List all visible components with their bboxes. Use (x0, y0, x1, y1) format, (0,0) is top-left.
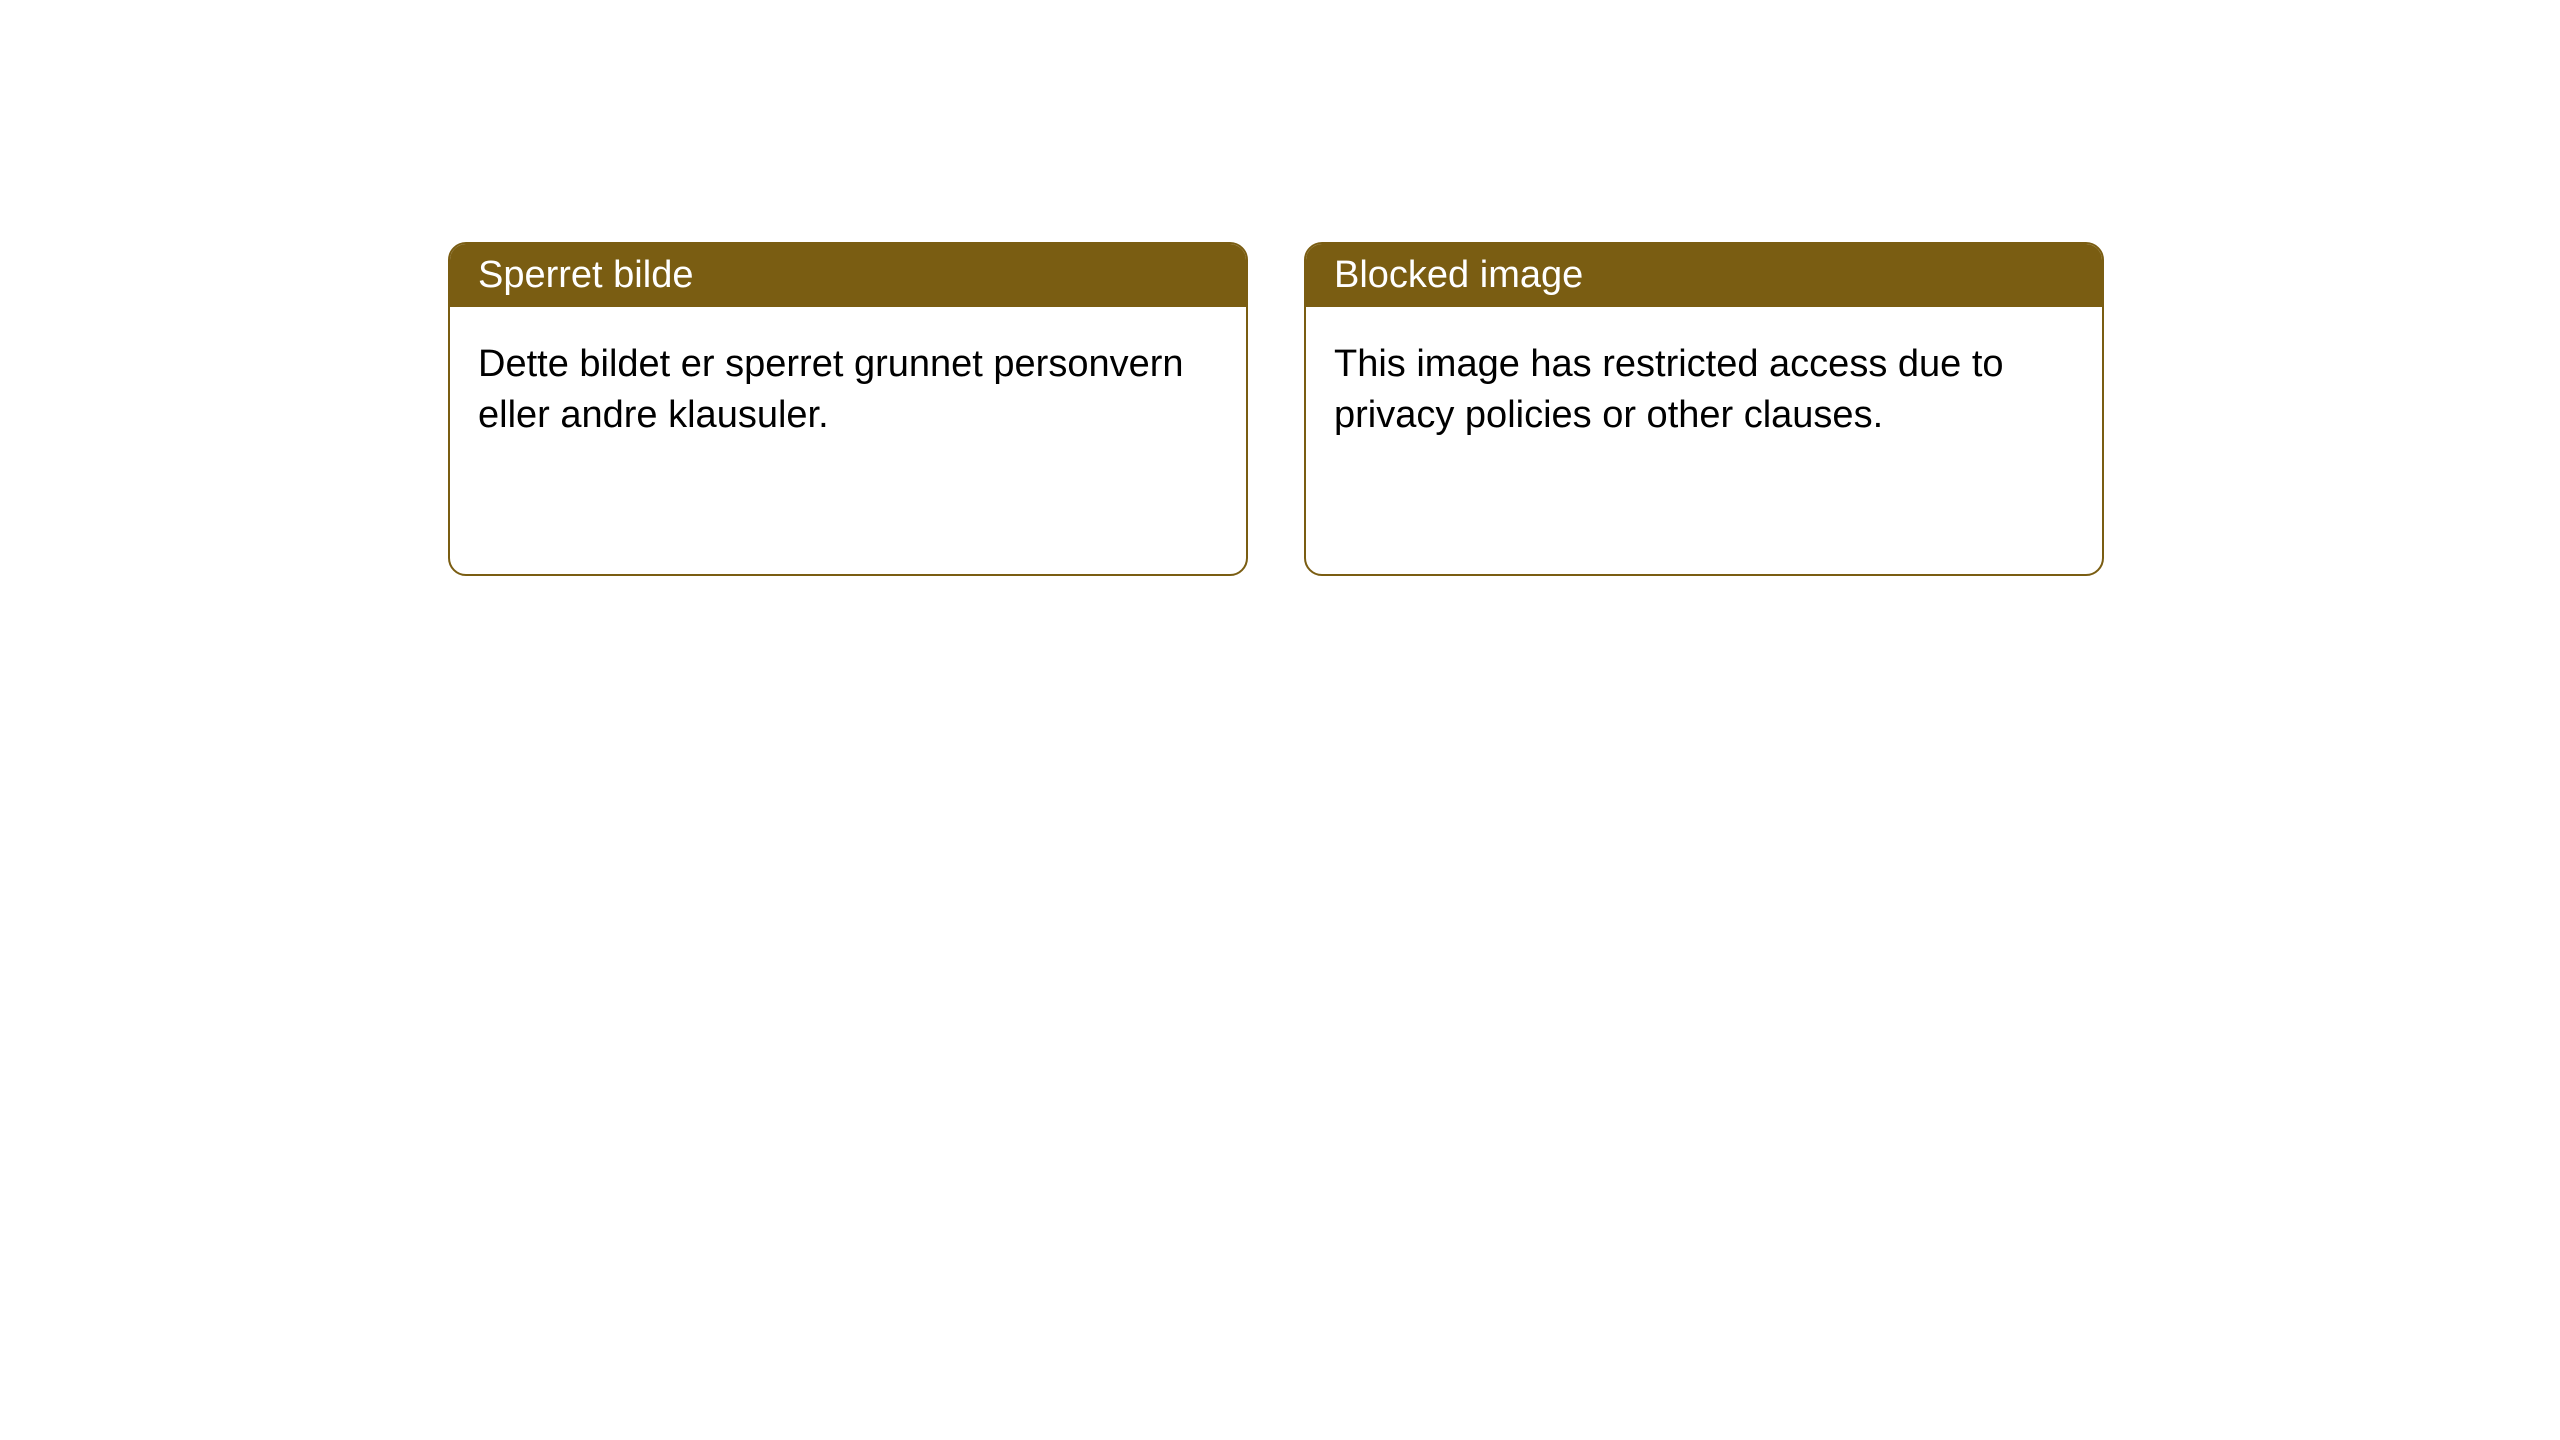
notice-card-norwegian: Sperret bilde Dette bildet er sperret gr… (448, 242, 1248, 576)
notice-card-body: This image has restricted access due to … (1306, 307, 2102, 474)
notice-card-english: Blocked image This image has restricted … (1304, 242, 2104, 576)
notice-cards-container: Sperret bilde Dette bildet er sperret gr… (0, 0, 2560, 576)
notice-card-title: Blocked image (1306, 244, 2102, 307)
notice-card-body: Dette bildet er sperret grunnet personve… (450, 307, 1246, 474)
notice-card-title: Sperret bilde (450, 244, 1246, 307)
